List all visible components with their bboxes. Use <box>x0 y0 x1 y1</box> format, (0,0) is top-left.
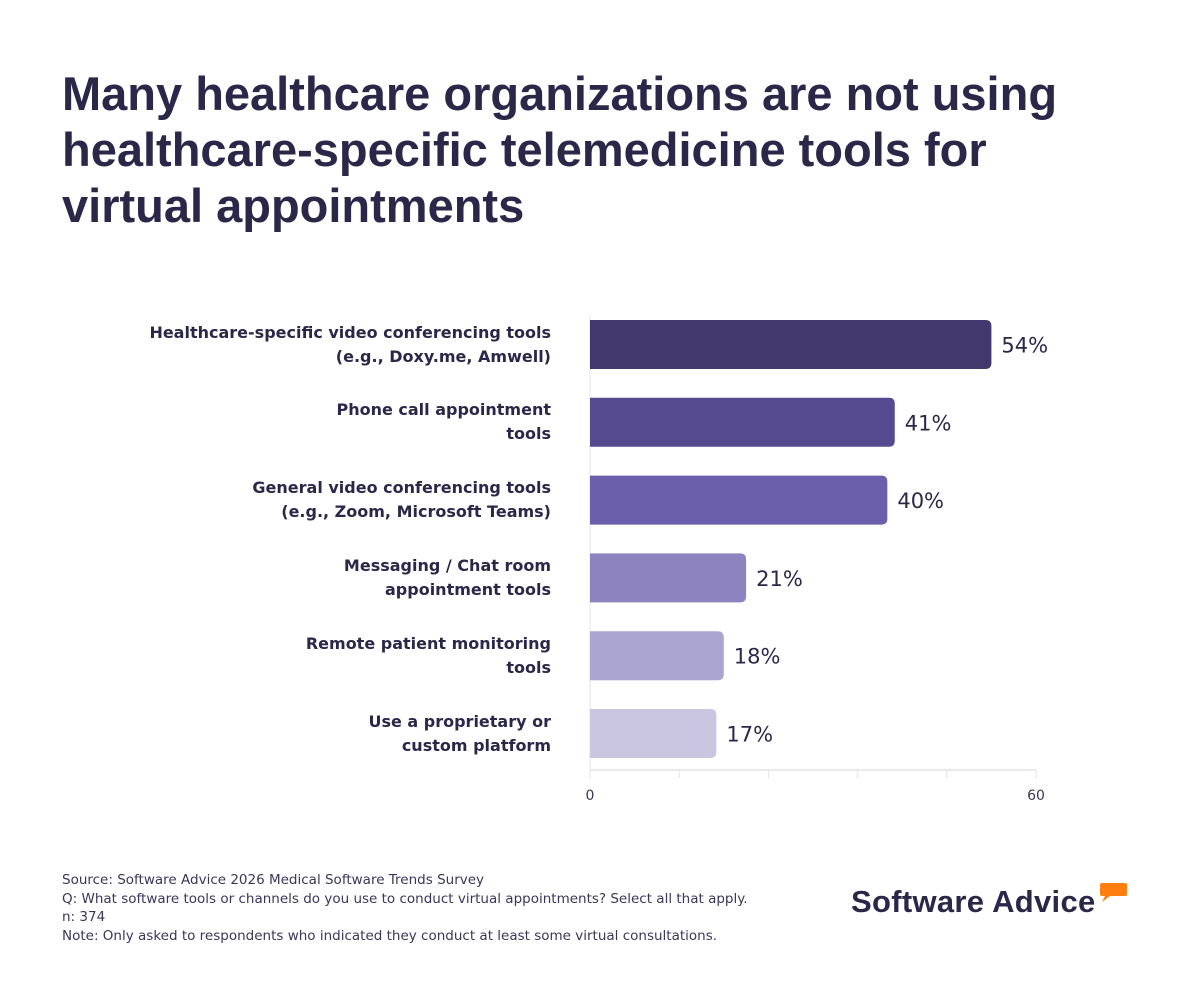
question-note: Q: What software tools or channels do yo… <box>62 890 748 907</box>
category-label-line: Use a proprietary or <box>368 711 551 731</box>
category-label-line: appointment tools <box>385 579 551 599</box>
footnote: Note: Only asked to respondents who indi… <box>62 927 718 944</box>
data-label: 21% <box>756 567 803 591</box>
sample-size: n: 374 <box>62 909 106 925</box>
data-label: 40% <box>897 489 944 513</box>
bar <box>590 397 895 447</box>
data-label: 41% <box>905 411 952 435</box>
logo-text: Software Advice <box>851 884 1096 919</box>
category-label-line: (e.g., Zoom, Microsoft Teams) <box>281 502 551 522</box>
category-label: General video conferencing tools (e.g., Z… <box>111 476 551 524</box>
category-label-line: General video conferencing tools <box>252 478 551 498</box>
source-note: Source: Software Advice 2026 Medical Sof… <box>62 872 485 888</box>
data-label: 54% <box>1001 334 1048 358</box>
bar <box>590 553 747 603</box>
category-label-line: tools <box>506 657 551 677</box>
data-label: 17% <box>726 723 773 747</box>
x-tick-label: 60 <box>1027 788 1045 804</box>
bar <box>590 320 992 369</box>
category-label: Use a proprietary or custom platform <box>111 710 551 758</box>
category-label: Phone call appointment tools <box>111 398 551 446</box>
bar <box>590 475 888 525</box>
category-label-line: Remote patient monitoring <box>305 633 551 653</box>
category-label-line: Messaging / Chat room <box>343 555 551 575</box>
category-label-line: Healthcare-specific video conferencing t… <box>149 322 551 342</box>
category-label-line: Phone call appointment <box>336 400 551 420</box>
category-label: Healthcare-specific video conferencing t… <box>111 321 551 369</box>
chart-footer: Source: Software Advice 2026 Medical Sof… <box>62 871 748 945</box>
category-label-line: tools <box>506 424 551 444</box>
category-label-line: (e.g., Doxy.me, Amwell) <box>335 346 551 366</box>
category-label: Messaging / Chat room appointment tools <box>111 554 551 602</box>
data-label: 18% <box>734 645 781 669</box>
software-advice-logo: Software Advice <box>851 883 1128 920</box>
bar <box>590 709 717 758</box>
category-label-line: custom platform <box>401 735 551 755</box>
category-label: Remote patient monitoring tools <box>111 632 551 680</box>
x-tick-label: 0 <box>586 788 595 804</box>
bar <box>590 631 724 681</box>
speech-bubble-icon <box>1099 883 1127 902</box>
chart-title: Many healthcare organizations are not us… <box>62 67 1058 232</box>
